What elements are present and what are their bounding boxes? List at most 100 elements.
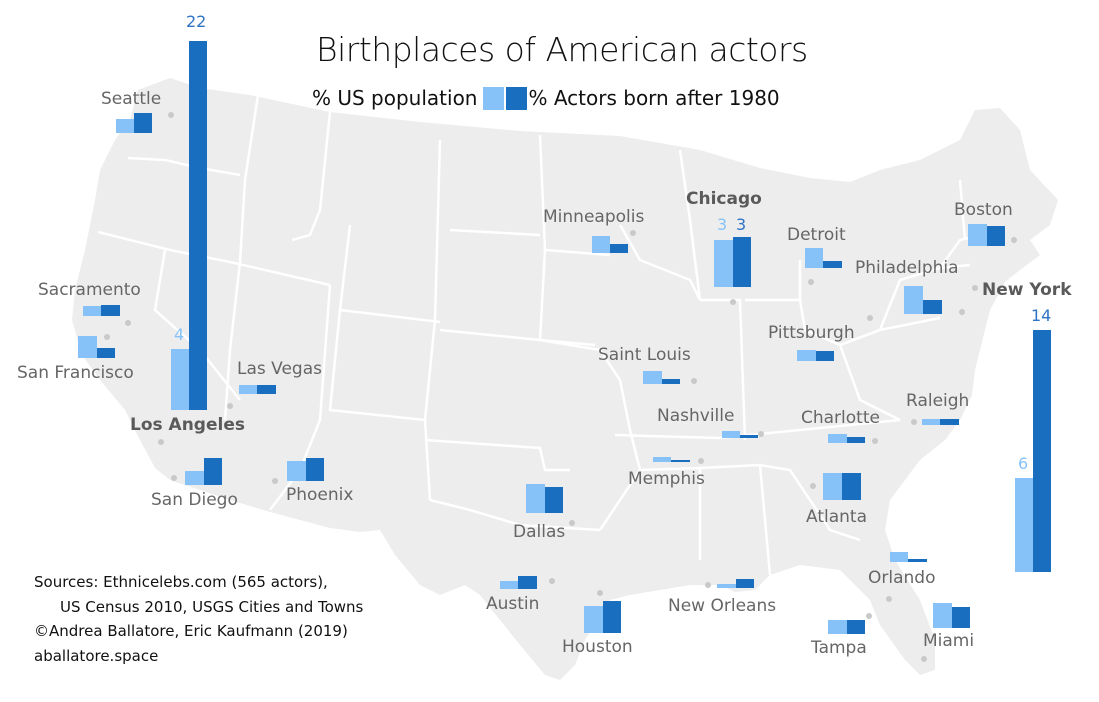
bar-philadelphia-actors — [923, 300, 942, 314]
value-chicago-population: 3 — [717, 215, 728, 234]
bar-orlando-population — [890, 552, 908, 562]
bar-houston-population — [584, 606, 603, 633]
bar-memphis-population — [653, 457, 671, 462]
bar-atlanta-actors — [842, 473, 861, 500]
city-label-sacramento: Sacramento — [38, 280, 141, 300]
city-label-miami: Miami — [923, 631, 975, 651]
bar-raleigh-population — [922, 419, 940, 425]
bar-san-francisco-actors — [97, 348, 115, 358]
bar-sacramento-actors — [101, 305, 120, 316]
bar-san-francisco-population — [78, 336, 97, 358]
city-label-phoenix: Phoenix — [286, 485, 354, 505]
bar-pittsburgh-actors — [816, 351, 834, 361]
city-label-nashville: Nashville — [657, 406, 735, 426]
bar-san-diego-actors — [204, 458, 222, 485]
city-label-new-york: New York — [982, 280, 1072, 300]
city-label-philadelphia: Philadelphia — [855, 258, 959, 278]
city-dots — [104, 112, 1017, 662]
sources-line-1: Sources: Ethnicelebs.com (565 actors), — [34, 573, 328, 591]
city-label-dallas: Dallas — [513, 522, 566, 542]
legend-actors-swatch — [506, 86, 528, 110]
bar-phoenix-actors — [306, 458, 324, 481]
bar-chicago-actors — [733, 237, 751, 287]
bar-raleigh-actors — [940, 419, 959, 425]
value-ny-actors: 14 — [1031, 306, 1052, 325]
bar-seattle-actors — [134, 113, 152, 133]
website-line: aballatore.space — [34, 646, 159, 665]
city-label-orlando: Orlando — [868, 568, 936, 588]
city-label-raleigh: Raleigh — [906, 391, 970, 411]
bar-los-angeles-actors — [189, 41, 207, 410]
bar-boston-actors — [987, 226, 1005, 246]
city-label-chicago: Chicago — [686, 189, 762, 209]
city-label-memphis: Memphis — [628, 469, 705, 489]
bar-san-diego-population — [185, 471, 204, 485]
bar-seattle-population — [116, 119, 134, 133]
bar-boston-population — [968, 224, 987, 246]
city-label-saint-louis: Saint Louis — [598, 345, 691, 365]
legend-population-label: % US population — [312, 86, 478, 110]
bar-dallas-population — [526, 484, 545, 513]
bar-austin-actors — [518, 576, 537, 589]
bar-pittsburgh-population — [797, 350, 816, 361]
bar-phoenix-population — [287, 461, 306, 481]
bar-dallas-actors — [545, 487, 563, 513]
bar-orlando-actors — [908, 559, 927, 562]
city-label-los-angeles: Los Angeles — [130, 415, 245, 435]
city-label-las-vegas: Las Vegas — [237, 359, 322, 379]
bar-tampa-population — [828, 620, 847, 634]
bar-miami-actors — [952, 607, 970, 628]
bar-charlotte-population — [828, 434, 847, 443]
chart-title: Birthplaces of American actors — [316, 30, 808, 69]
sources-line-2: US Census 2010, USGS Cities and Towns — [60, 597, 364, 616]
legend-actors-label: % Actors born after 1980 — [528, 86, 780, 110]
state-borders — [97, 94, 1001, 576]
bar-tampa-actors — [847, 620, 865, 634]
bar-new-york-population — [1015, 478, 1033, 572]
city-label-houston: Houston — [562, 637, 633, 657]
bar-nashville-population — [722, 431, 740, 438]
city-label-boston: Boston — [954, 200, 1013, 220]
bar-atlanta-population — [823, 473, 842, 500]
bar-new-york-actors — [1033, 330, 1051, 572]
city-label-atlanta: Atlanta — [806, 507, 867, 527]
bar-houston-actors — [603, 601, 621, 633]
bar-las-vegas-actors — [257, 385, 276, 394]
bar-sacramento-population — [83, 306, 101, 316]
bar-new-orleans-actors — [736, 579, 754, 588]
bar-los-angeles-population — [171, 349, 189, 410]
bar-philadelphia-population — [904, 286, 923, 314]
city-label-seattle: Seattle — [101, 89, 162, 109]
value-la-population: 4 — [174, 325, 185, 344]
sources-block: Sources: Ethnicelebs.com (565 actors), U… — [34, 570, 363, 668]
bar-detroit-population — [805, 248, 823, 268]
city-label-san-diego: San Diego — [151, 490, 238, 510]
city-label-san-francisco: San Francisco — [17, 363, 134, 383]
bar-memphis-actors — [671, 460, 690, 462]
bar-miami-population — [933, 603, 952, 628]
us-landmass — [72, 78, 1058, 680]
city-label-minneapolis: Minneapolis — [543, 207, 645, 227]
bar-charlotte-actors — [847, 437, 865, 443]
value-chicago-actors: 3 — [736, 215, 747, 234]
bar-detroit-actors — [823, 261, 842, 268]
city-label-charlotte: Charlotte — [801, 408, 880, 428]
bar-minneapolis-actors — [610, 244, 628, 253]
value-ny-population: 6 — [1018, 454, 1029, 473]
value-la-actors: 22 — [186, 12, 207, 31]
bar-chicago-population — [714, 240, 733, 287]
city-label-pittsburgh: Pittsburgh — [768, 323, 855, 343]
bar-new-orleans-population — [717, 584, 736, 588]
bar-saint-louis-actors — [662, 379, 680, 384]
copyright-line: ©Andrea Ballatore, Eric Kaufmann (2019) — [34, 622, 348, 640]
bar-minneapolis-population — [592, 236, 610, 253]
city-label-austin: Austin — [486, 594, 540, 614]
city-label-new-orleans: New Orleans — [668, 596, 777, 616]
legend: % US population % Actors born after 1980 — [312, 86, 780, 110]
city-label-tampa: Tampa — [811, 638, 867, 658]
bar-nashville-actors — [740, 435, 758, 438]
legend-population-swatch — [483, 86, 505, 110]
city-label-detroit: Detroit — [787, 225, 846, 245]
bar-austin-population — [500, 581, 518, 589]
